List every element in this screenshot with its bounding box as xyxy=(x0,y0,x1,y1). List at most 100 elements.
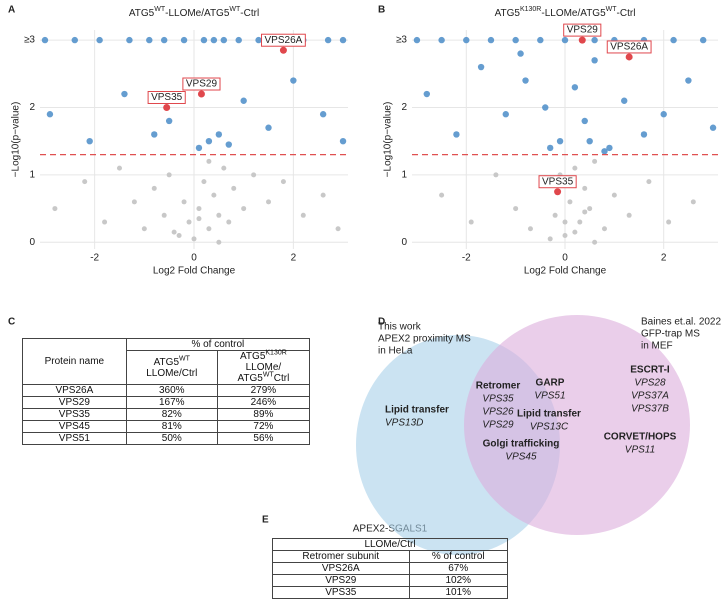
data-point xyxy=(537,36,544,44)
text-segment: Ctrl xyxy=(273,373,290,384)
data-point xyxy=(577,219,583,225)
table-cell: 89% xyxy=(216,408,311,421)
data-point xyxy=(621,97,628,104)
y-tick-label: 2 xyxy=(401,102,407,113)
table-cell: 82% xyxy=(125,408,218,421)
table-cell: VPS45 xyxy=(22,420,127,433)
data-point xyxy=(582,209,588,215)
table-cell: 279% xyxy=(216,384,311,397)
text-segment: ATG5 xyxy=(495,8,521,19)
label-box xyxy=(261,33,306,47)
data-point xyxy=(611,192,617,198)
header-cell: % of control xyxy=(408,550,509,563)
data-point xyxy=(82,179,88,185)
point-label: VPS35 xyxy=(542,176,574,187)
table-c: Protein name % of control ATG5WT LLOMe/Ct… xyxy=(22,338,311,445)
data-point xyxy=(468,219,474,225)
data-point xyxy=(251,172,257,178)
point-label: VPS26A xyxy=(610,42,648,53)
table-cell: 101% xyxy=(408,586,509,599)
data-point xyxy=(320,192,326,198)
point-label: VPS29 xyxy=(567,25,599,36)
data-point xyxy=(71,36,78,44)
source-label: in HeLa xyxy=(378,346,413,357)
data-point xyxy=(46,111,54,118)
data-point xyxy=(146,36,153,44)
panel-label: C xyxy=(8,317,15,328)
table-row: VPS29 167% 246% xyxy=(22,396,311,409)
data-point xyxy=(163,103,171,111)
table-row: VPS35 82% 89% xyxy=(22,408,311,421)
data-point xyxy=(513,206,519,212)
table-cell: 360% xyxy=(125,384,218,397)
point-label: VPS29 xyxy=(186,79,218,90)
data-point xyxy=(216,212,222,218)
y-tick-label: 0 xyxy=(401,237,407,248)
group-name: Lipid transfer xyxy=(385,405,449,416)
data-point xyxy=(166,172,172,178)
data-point xyxy=(423,90,431,98)
data-point xyxy=(279,46,287,54)
data-point xyxy=(522,77,529,84)
header-cell: Retromer subunit xyxy=(272,550,410,563)
data-point xyxy=(709,124,717,131)
data-point xyxy=(116,165,122,171)
header-cell: ATG5K130R LLOMe/ATG5WTCtrl xyxy=(216,350,311,385)
x-tick-label: -2 xyxy=(462,253,471,264)
group-name: Golgi trafficking xyxy=(483,439,560,450)
data-point xyxy=(196,206,202,212)
data-point xyxy=(586,137,593,145)
gene-name: VPS45 xyxy=(505,452,537,463)
data-point xyxy=(206,226,212,232)
data-point xyxy=(413,36,421,44)
data-point xyxy=(690,199,696,205)
data-point xyxy=(582,185,588,191)
text-line: ATG5WT xyxy=(131,355,213,368)
text-segment: ATG5 xyxy=(129,8,155,19)
data-point xyxy=(160,36,168,44)
data-point xyxy=(176,233,182,239)
header-cell: ATG5WT LLOMe/Ctrl xyxy=(125,350,218,385)
gene-name: VPS13C xyxy=(530,422,569,433)
gene-name: VPS29 xyxy=(482,420,514,431)
rich-text: ATG5K130R-LLOMe/ATG5WT-Ctrl xyxy=(495,6,636,18)
text-segment: -Ctrl xyxy=(617,8,636,19)
data-point xyxy=(186,219,192,225)
data-point xyxy=(196,216,202,222)
table-cell: 167% xyxy=(125,396,218,409)
gene-name: VPS35 xyxy=(482,394,514,405)
x-tick-label: 0 xyxy=(562,253,568,264)
text-line: LLOMe/Ctrl xyxy=(131,368,213,379)
data-point xyxy=(324,36,332,44)
data-point xyxy=(527,226,533,232)
table-title: APEX2-SGALS1 xyxy=(353,524,428,535)
data-point xyxy=(562,233,568,239)
data-point xyxy=(562,219,568,225)
data-point xyxy=(552,212,558,218)
data-point xyxy=(556,137,564,145)
table-row: VPS29 102% xyxy=(272,574,509,587)
data-point xyxy=(591,36,598,44)
gene-name: VPS13D xyxy=(385,418,423,429)
group-name: CORVET/HOPS xyxy=(604,432,677,443)
table-cell: VPS26A xyxy=(22,384,127,397)
y-tick-label: 0 xyxy=(29,237,35,248)
table-cell: VPS35 xyxy=(272,586,410,599)
source-label: in MEF xyxy=(641,341,673,352)
data-point xyxy=(547,236,553,242)
data-point xyxy=(502,111,509,118)
panel-label: B xyxy=(378,5,385,16)
text-segment: ATG5 xyxy=(153,356,180,368)
text-line: LLOMe/ xyxy=(222,362,305,373)
data-point xyxy=(197,90,205,98)
table-cell: 72% xyxy=(216,420,311,433)
table-row: VPS51 50% 56% xyxy=(22,432,311,445)
data-point xyxy=(601,148,608,155)
data-point xyxy=(200,36,208,44)
data-point xyxy=(625,53,633,61)
data-point xyxy=(210,36,218,44)
data-point xyxy=(102,219,108,225)
table-cell: 67% xyxy=(408,562,509,575)
gene-name: VPS26 xyxy=(482,407,514,418)
